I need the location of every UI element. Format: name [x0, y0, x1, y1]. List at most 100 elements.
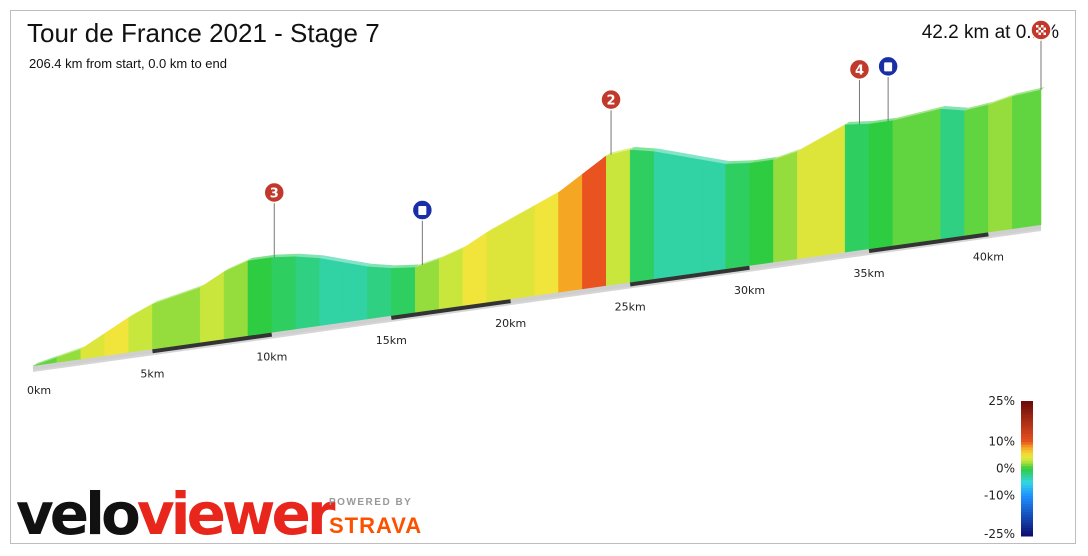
- gradient-segment: [510, 205, 535, 300]
- climb-marker-icon: [848, 58, 871, 81]
- gradient-segment: [152, 295, 177, 350]
- legend-color-step: [1021, 482, 1033, 486]
- climb-marker-icon: [263, 181, 286, 204]
- legend-color-step: [1021, 438, 1033, 442]
- profile-top-face: [176, 284, 205, 296]
- profile-top-face: [725, 160, 754, 165]
- profile-top-face: [1012, 87, 1045, 97]
- profile-top-face: [534, 189, 563, 206]
- climb-category-label: 3: [270, 187, 279, 202]
- gradient-segment: [749, 159, 774, 267]
- gradient-segment: [653, 151, 679, 280]
- legend-color-step: [1021, 401, 1033, 405]
- legend-color-step: [1021, 484, 1033, 488]
- profile-top-face: [391, 264, 420, 269]
- finish-flag-cell: [1041, 30, 1044, 33]
- legend-color-step: [1021, 425, 1033, 429]
- gradient-segment: [988, 96, 1013, 233]
- legend-color-step: [1021, 495, 1033, 499]
- x-tick-label: 40km: [973, 250, 1004, 263]
- gradient-segment: [964, 104, 989, 236]
- profile-top-face: [558, 171, 587, 193]
- finish-flag-cell: [1036, 30, 1039, 33]
- climb-category-label: 4: [855, 63, 864, 78]
- climb-category-label: 2: [607, 94, 616, 109]
- gradient-segment: [940, 108, 965, 240]
- legend-color-step: [1021, 433, 1033, 437]
- profile-top-face: [677, 152, 706, 160]
- profile-top-face: [295, 253, 324, 259]
- finish-flag-cell: [1038, 27, 1041, 30]
- legend-color-step: [1021, 471, 1033, 475]
- gradient-segment: [844, 123, 870, 253]
- profile-top-face: [104, 314, 133, 334]
- legend-color-step: [1021, 463, 1033, 467]
- gradient-segment: [797, 137, 822, 260]
- distance-band: [629, 265, 750, 287]
- profile-top-face: [940, 106, 969, 111]
- gradient-segment: [606, 149, 631, 287]
- gradient-segment: [582, 155, 607, 290]
- profile-top-face: [701, 156, 730, 165]
- gradient-segment: [1012, 89, 1042, 230]
- legend-color-step: [1021, 452, 1033, 456]
- legend-color-step: [1021, 460, 1033, 464]
- legend-color-step: [1021, 530, 1033, 534]
- strava-logo[interactable]: STRAVA: [329, 513, 423, 538]
- elevation-profile-chart[interactable]: 0km 5km 10km 15km 20km 25km 30km 35km 40km 3 2 4 25%…: [11, 11, 1076, 544]
- legend-color-step: [1021, 436, 1033, 440]
- finish-flag-cell: [1043, 32, 1046, 35]
- profile-top-face: [367, 263, 396, 269]
- gradient-segment: [534, 192, 559, 297]
- legend-label: 0%: [996, 462, 1015, 476]
- profile-top-face: [797, 135, 826, 152]
- distance-gradient-summary: 42.2 km at 0.1%: [921, 22, 1059, 43]
- legend-color-step: [1021, 527, 1033, 532]
- profile-top-face: [343, 259, 372, 267]
- legend-color-step: [1021, 479, 1033, 483]
- legend-color-step: [1021, 487, 1033, 491]
- gradient-segment: [80, 333, 105, 360]
- profile-top-face: [56, 346, 85, 358]
- profile-top-face: [582, 152, 611, 175]
- legend-color-step: [1021, 533, 1033, 537]
- gradient-segment: [247, 257, 273, 337]
- legend-color-step: [1021, 449, 1033, 453]
- legend-color-step: [1021, 409, 1033, 413]
- legend-color-step: [1021, 406, 1033, 410]
- legend-label: -10%: [984, 489, 1015, 503]
- legend-color-step: [1021, 498, 1033, 502]
- profile-top-face: [462, 229, 491, 249]
- legend-color-step: [1021, 430, 1033, 434]
- legend-color-step: [1021, 468, 1033, 472]
- finish-flag-cell: [1038, 32, 1041, 35]
- profile-top-face: [439, 245, 467, 260]
- x-tick-label: 15km: [376, 334, 407, 347]
- legend-color-step: [1021, 525, 1033, 529]
- legend-color-step: [1021, 444, 1033, 448]
- sprint-bin-icon: [418, 206, 427, 216]
- gradient-segment: [677, 155, 703, 277]
- legend-color-step: [1021, 517, 1033, 521]
- profile-top-face: [821, 121, 850, 139]
- x-tick-label: 5km: [140, 367, 164, 380]
- profile-top-face: [271, 253, 300, 258]
- distance-band: [32, 349, 153, 370]
- legend-color-step: [1021, 509, 1033, 513]
- sprint-bin-icon: [884, 62, 893, 72]
- gradient-segment: [701, 159, 726, 273]
- gradient-segment: [773, 151, 798, 263]
- legend-color-step: [1021, 457, 1033, 461]
- profile-top-face: [654, 148, 682, 156]
- gradient-segment: [271, 256, 296, 333]
- page-title: Tour de France 2021 - Stage 7: [27, 18, 380, 48]
- veloviewer-logo[interactable]: veloviewer: [16, 485, 335, 543]
- logo-velo: velo: [16, 480, 141, 544]
- profile-top-face: [892, 111, 921, 121]
- x-tick-label: 10km: [256, 351, 287, 364]
- gradient-segment: [176, 287, 201, 347]
- legend-color-step: [1021, 490, 1033, 494]
- logo-viewer: viewer: [136, 480, 336, 544]
- finish-flag-cell: [1036, 25, 1039, 28]
- climb-marker-icon: [600, 88, 622, 111]
